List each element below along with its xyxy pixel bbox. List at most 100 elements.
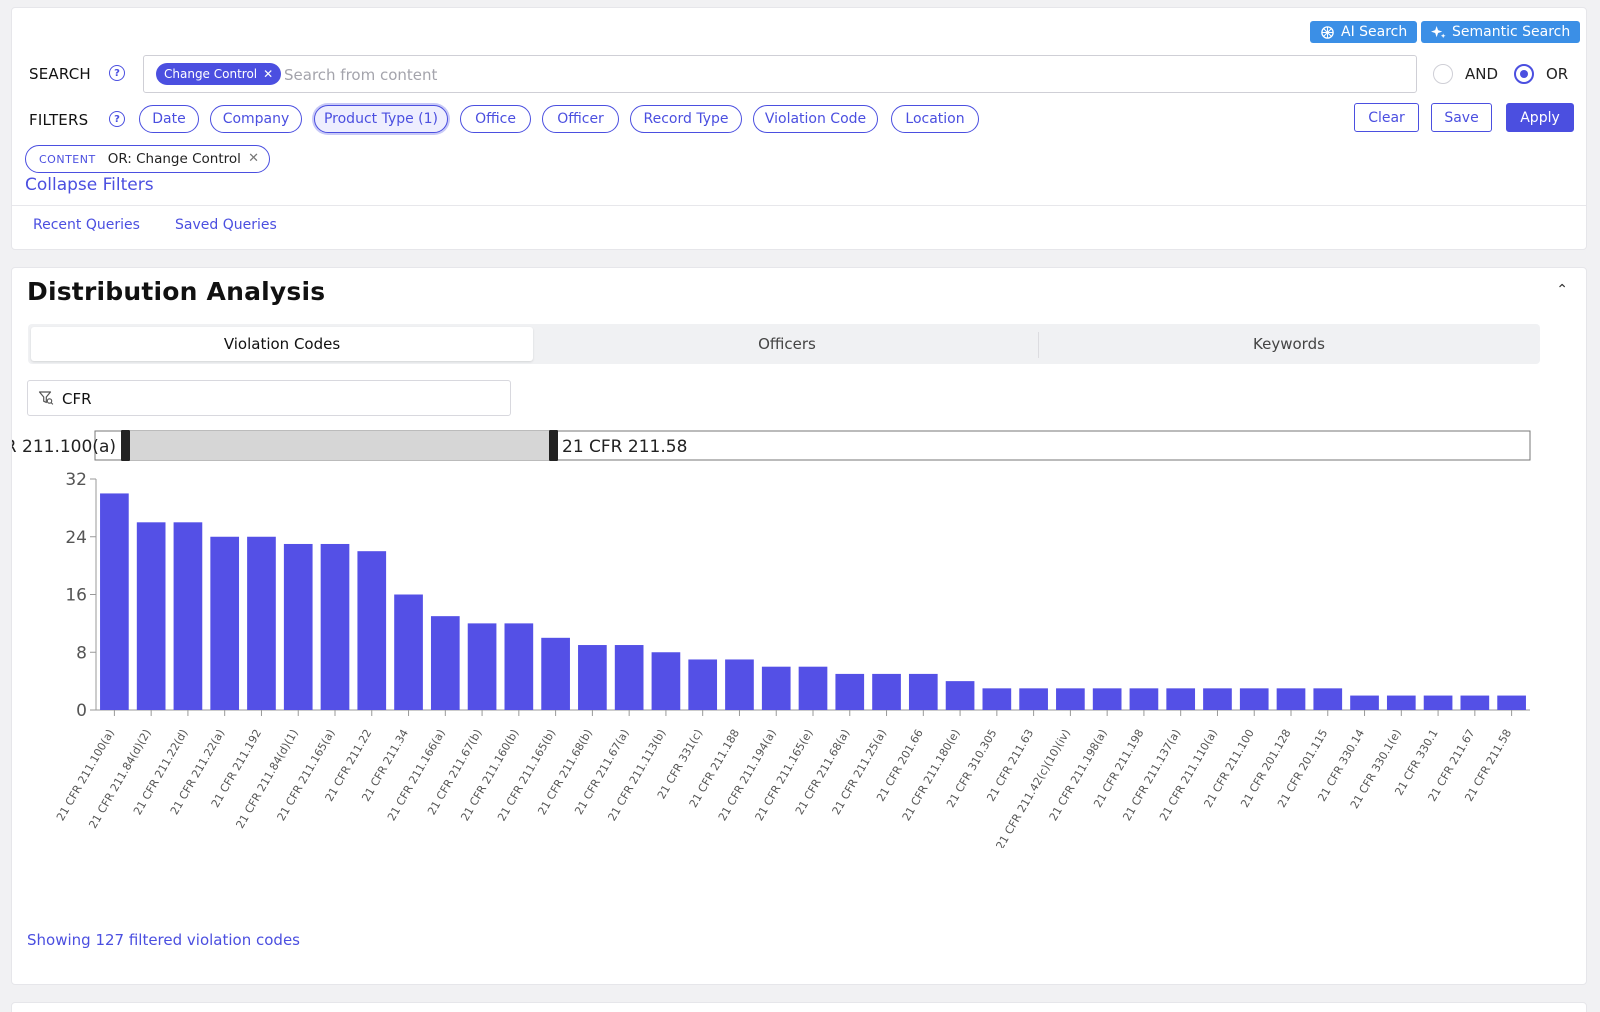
ai-search-button[interactable]: AI Search (1310, 21, 1418, 43)
violation-code-chart: 21 CFR 211.100(a) 21 CFR 211.58 0 8 16 24 32… (12, 430, 1531, 848)
search-panel: AI Search Semantic Search SEARCH ? Chang… (11, 7, 1587, 250)
tab-recent-queries[interactable]: Recent Queries (33, 217, 140, 233)
ai-search-label: AI Search (1341, 24, 1408, 40)
x-tick-label: 21 CFR 211.42(c)(10)(iv) (993, 727, 1073, 848)
content-chip-value: OR: Change Control (107, 151, 241, 167)
chart-bar (945, 681, 975, 710)
chart-bar (173, 522, 203, 710)
search-help-icon[interactable]: ? (109, 65, 125, 81)
chart-bar (1313, 688, 1343, 710)
chart-bar (872, 673, 901, 710)
chart-bar (1129, 688, 1159, 710)
range-handle-right[interactable] (549, 430, 558, 461)
chart-bar (798, 666, 828, 710)
chart-bar (283, 543, 313, 710)
chart-bar (1203, 688, 1232, 710)
chart-bar (982, 688, 1012, 710)
chart-x-labels: 21 CFR 211.100(a)21 CFR 211.84(d)(2)21 C… (54, 710, 1514, 848)
chart-bar (1056, 688, 1085, 710)
range-handle-left[interactable] (121, 430, 130, 461)
filter-company-pill[interactable]: Company (210, 105, 302, 133)
distribution-panel: Distribution Analysis ⌃ Violation Codes … (11, 267, 1587, 985)
range-selection[interactable] (127, 431, 554, 460)
chart-bar (1019, 688, 1048, 710)
sparkle-icon (1431, 25, 1446, 38)
filter-location-pill[interactable]: Location (891, 105, 979, 133)
chart-bar (1276, 688, 1306, 710)
filter-product-type-pill[interactable]: Product Type (1) (314, 105, 448, 133)
chart-bar (1166, 688, 1196, 710)
chart-bar (1239, 688, 1269, 710)
tab-saved-queries[interactable]: Saved Queries (175, 217, 277, 233)
chart-bar (1386, 695, 1416, 710)
filter-record-type-pill[interactable]: Record Type (630, 105, 742, 133)
range-start-label: 21 CFR 211.100(a) (12, 437, 116, 457)
search-input[interactable] (284, 63, 1384, 87)
chart-bar (247, 536, 276, 710)
distribution-tabs: Violation Codes Officers Keywords (28, 324, 1540, 364)
range-brush[interactable]: 21 CFR 211.100(a) 21 CFR 211.58 (12, 430, 1531, 461)
chart-bar (578, 645, 607, 710)
code-filter-box (27, 380, 511, 416)
content-filter-chip: CONTENT OR: Change Control ✕ (25, 145, 270, 173)
chart-bar (651, 652, 681, 710)
and-radio-label: AND (1465, 65, 1499, 83)
filter-office-pill[interactable]: Office (460, 105, 531, 133)
range-end-label: 21 CFR 211.58 (562, 437, 687, 457)
apply-button[interactable]: Apply (1506, 103, 1574, 132)
chart-bar (136, 522, 166, 710)
tab-keywords[interactable]: Keywords (1253, 335, 1325, 353)
chart-bar (1460, 695, 1490, 710)
or-radio[interactable] (1514, 64, 1534, 84)
chart-bar (761, 666, 791, 710)
tab-divider (1038, 332, 1039, 358)
chart-bar (835, 673, 865, 710)
search-tag-label: Change Control (164, 67, 258, 81)
and-radio[interactable] (1433, 64, 1453, 84)
chart-bar (210, 536, 240, 710)
search-tag: Change Control ✕ (156, 63, 282, 85)
collapse-filters-link[interactable]: Collapse Filters (25, 175, 154, 195)
next-panel (11, 1002, 1587, 1012)
chart-bar (725, 659, 754, 710)
chart-bar (100, 493, 129, 710)
chart-bar (541, 637, 570, 710)
y-tick-label: 8 (76, 643, 87, 663)
filter-violation-code-pill[interactable]: Violation Code (753, 105, 878, 133)
results-count: Showing 127 filtered violation codes (27, 931, 300, 949)
chart-bar (394, 594, 423, 710)
chevron-up-icon[interactable]: ⌃ (1556, 282, 1568, 298)
close-icon[interactable]: ✕ (263, 67, 274, 81)
clear-button[interactable]: Clear (1354, 103, 1419, 132)
y-tick-label: 24 (65, 528, 87, 548)
chart-bar (357, 551, 387, 710)
close-icon[interactable]: ✕ (248, 151, 259, 166)
chart-bar (1092, 688, 1122, 710)
y-tick-label: 32 (65, 470, 87, 490)
tab-violation-codes[interactable]: Violation Codes (31, 327, 533, 361)
y-tick-label: 16 (65, 586, 87, 606)
chart-bar (430, 616, 460, 710)
code-filter-input[interactable] (62, 388, 492, 410)
chart-bar (688, 659, 718, 710)
divider (12, 205, 1586, 206)
chart-bar (1497, 695, 1526, 710)
save-button[interactable]: Save (1431, 103, 1492, 132)
chart-bar (1350, 695, 1379, 710)
tab-officers[interactable]: Officers (758, 335, 816, 353)
semantic-search-label: Semantic Search (1452, 24, 1571, 40)
filter-date-pill[interactable]: Date (139, 105, 199, 133)
filter-search-icon (38, 391, 54, 405)
chart-bar (614, 645, 644, 710)
chart-bars (100, 493, 1526, 710)
search-box: Change Control ✕ (143, 55, 1417, 93)
chart-bar (908, 673, 938, 710)
semantic-search-button[interactable]: Semantic Search (1421, 21, 1581, 43)
filters-help-icon[interactable]: ? (109, 111, 125, 127)
chart-bar (1423, 695, 1453, 710)
section-title: Distribution Analysis (27, 277, 326, 306)
chart-bar (467, 623, 497, 710)
content-chip-key: CONTENT (39, 152, 96, 166)
or-radio-label: OR (1546, 65, 1569, 83)
filter-officer-pill[interactable]: Officer (542, 105, 619, 133)
